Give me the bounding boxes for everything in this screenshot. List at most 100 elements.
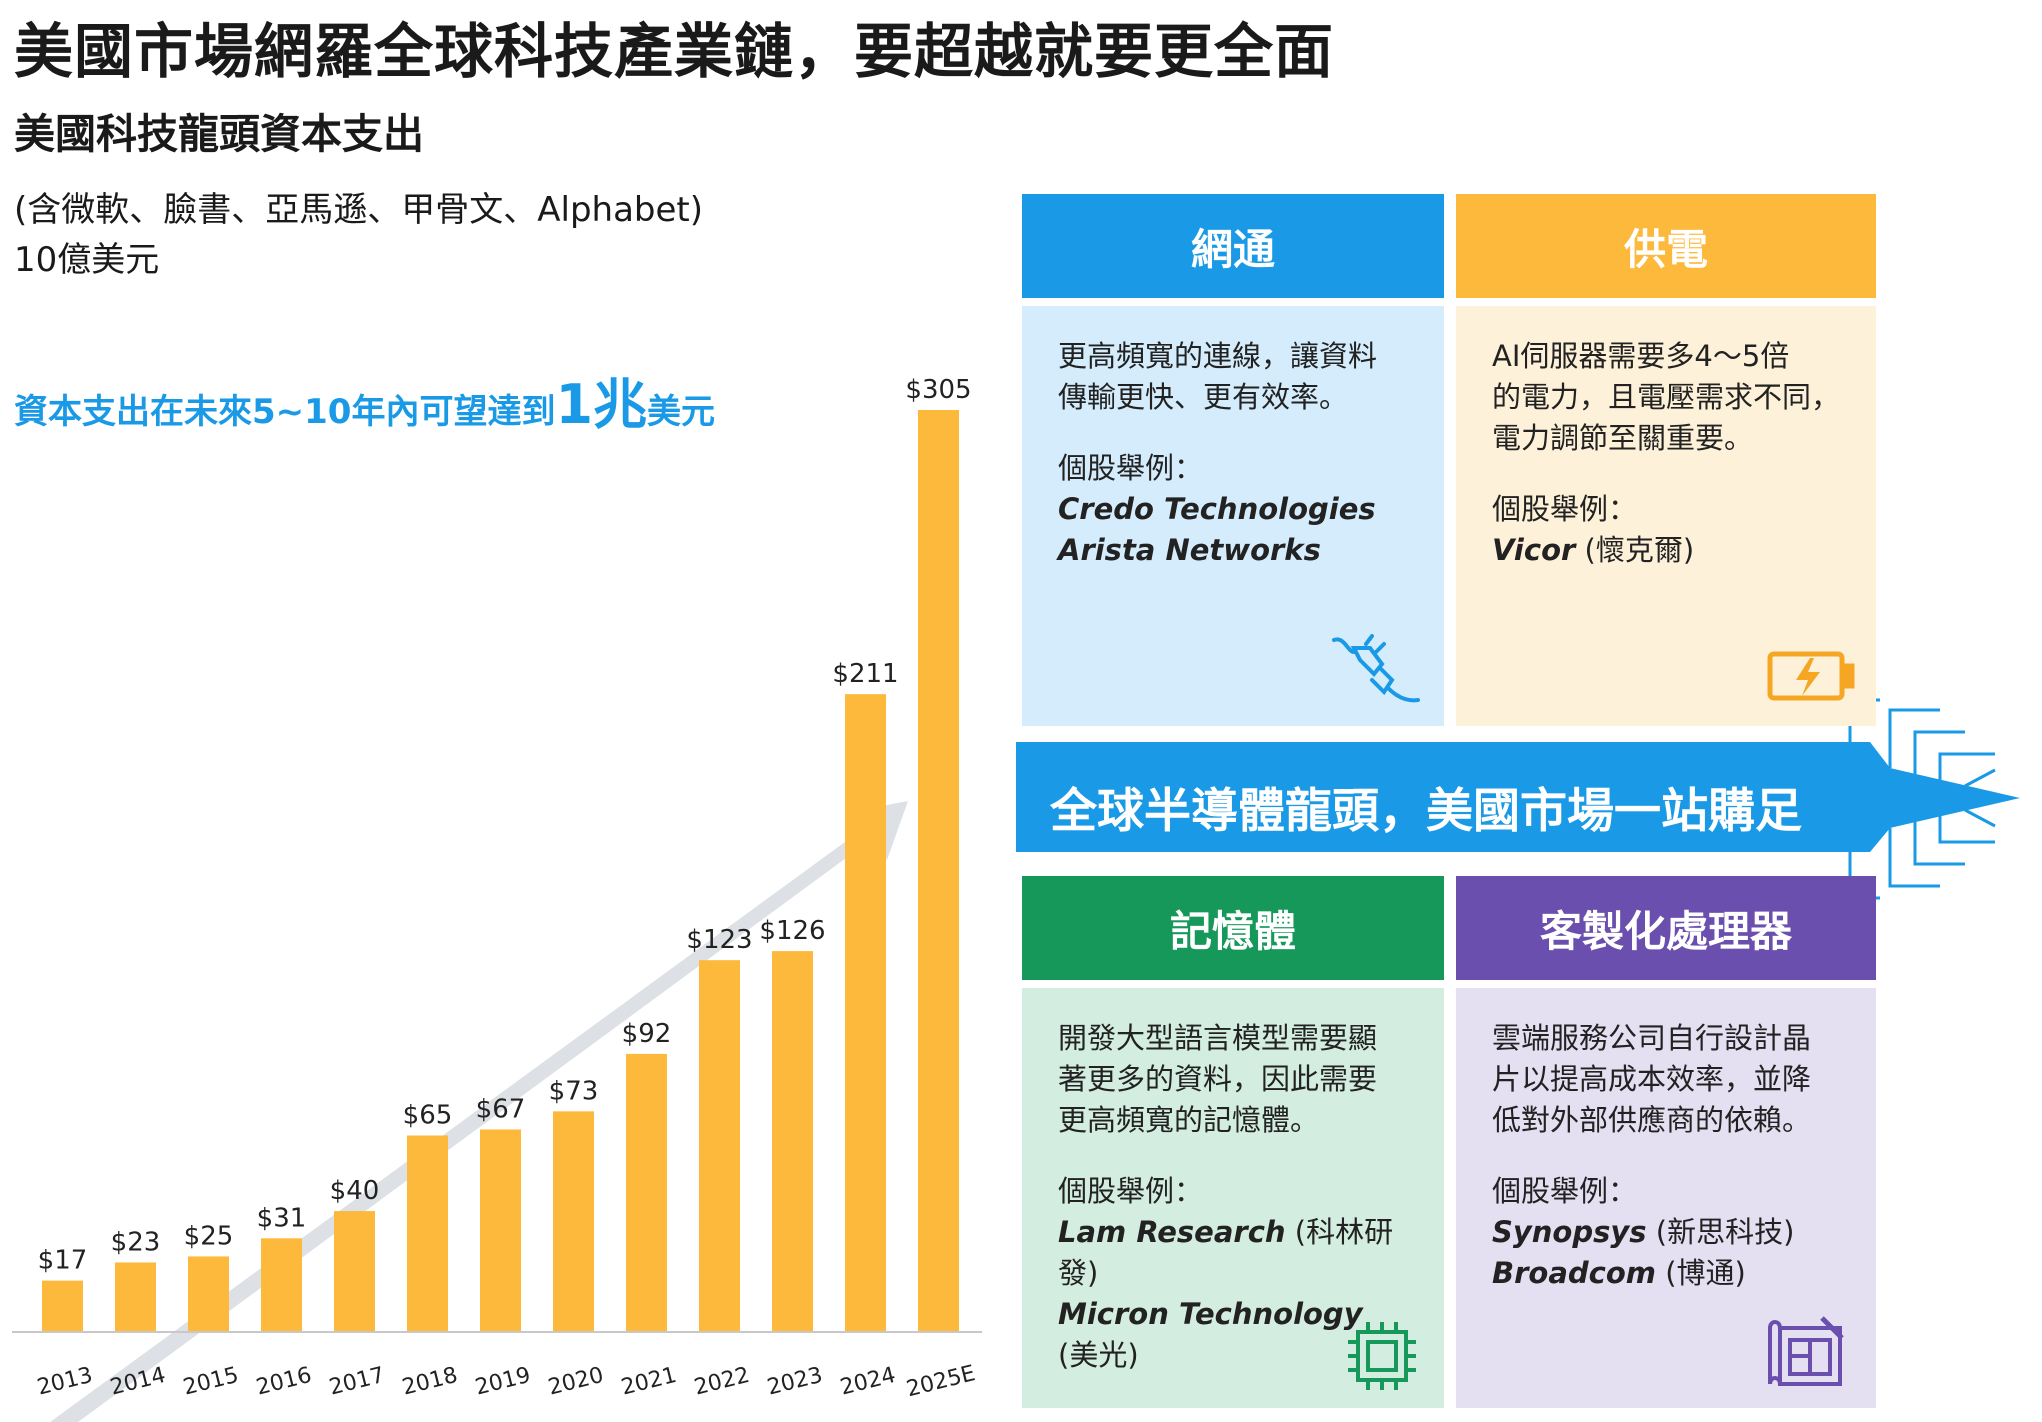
panel-description: 開發大型語言模型需要顯 著更多的資料，因此需要 更高頻寬的記憶體。 xyxy=(1058,1021,1378,1137)
page-title: 美國市場網羅全球科技產業鏈，要超越就要更全面 xyxy=(14,17,1335,86)
value-label-2024: $211 xyxy=(832,659,898,689)
panel-header-networking: 網通 xyxy=(1022,194,1444,298)
bar-2015 xyxy=(188,1256,229,1332)
stock-name: Micron Technology xyxy=(1058,1297,1363,1331)
example-label: 個股舉例： xyxy=(1492,1174,1638,1208)
circuit-trace-0 xyxy=(1888,708,1940,768)
stock-item: Arista Networks xyxy=(1058,530,1408,571)
stock-item: Broadcom (博通) xyxy=(1492,1253,1840,1294)
capex-callout: 資本支出在未來5~10年內可望達到1兆美元 xyxy=(14,360,715,439)
value-label-2022: $123 xyxy=(686,925,752,955)
example-label: 個股舉例： xyxy=(1058,1174,1204,1208)
callout-highlight: 1兆 xyxy=(555,373,648,436)
x-tick-label-2017: 2017 xyxy=(327,1363,387,1401)
circuit-trace-7 xyxy=(1964,808,1996,828)
bar-2017 xyxy=(334,1211,375,1332)
circuit-trace-1 xyxy=(1913,730,1965,774)
bar-2018 xyxy=(407,1135,448,1332)
value-label-2013: $17 xyxy=(38,1246,88,1276)
panel-body-custom-processor: 雲端服務公司自行設計晶 片以提高成本效率，並降 低對外部供應商的依賴。個股舉例：… xyxy=(1456,988,1876,1408)
value-label-2023: $126 xyxy=(759,916,825,946)
panel-body-power: AI伺服器需要多4～5倍 的電力，且電壓需求不同， 電力調節至關重要。個股舉例：… xyxy=(1456,306,1876,726)
value-label-2025E: $305 xyxy=(905,375,971,405)
value-label-2021: $92 xyxy=(622,1019,672,1049)
banner-arrow-shape xyxy=(1016,742,2020,852)
example-label: 個股舉例： xyxy=(1058,451,1204,485)
bar-2013 xyxy=(42,1280,83,1332)
callout-text: 資本支出在未來5~10年內可望達到 xyxy=(14,392,556,432)
x-tick-label-2019: 2019 xyxy=(473,1363,533,1401)
value-label-2018: $65 xyxy=(403,1101,453,1131)
value-label-2017: $40 xyxy=(330,1176,380,1206)
bar-2021 xyxy=(626,1053,667,1332)
bar-2022 xyxy=(699,960,740,1332)
stock-chinese-name: (科林研發) xyxy=(1058,1215,1394,1290)
banner-arrow xyxy=(1016,698,2020,900)
value-label-2015: $25 xyxy=(184,1221,234,1251)
stock-name: Synopsys xyxy=(1492,1215,1647,1249)
bar-2024 xyxy=(845,694,886,1332)
blueprint-design-icon xyxy=(1766,1312,1850,1396)
panel-header-memory: 記憶體 xyxy=(1022,876,1444,980)
panel-body-memory: 開發大型語言模型需要顯 著更多的資料，因此需要 更高頻寬的記憶體。個股舉例： La… xyxy=(1022,988,1444,1408)
x-tick-label-group: 2013 2014 2015 2016 2017 2018 2019 2020 2021 2022… xyxy=(35,1361,978,1402)
companies-note: (含微軟、臉書、亞馬遜、甲骨文、Alphabet) xyxy=(14,190,704,230)
x-tick-label-2015: 2015 xyxy=(181,1363,241,1401)
stock-chinese-name: (新思科技) xyxy=(1646,1215,1795,1249)
bar-2014 xyxy=(115,1262,156,1332)
stock-item: Synopsys (新思科技) xyxy=(1492,1212,1840,1253)
panel-header-power: 供電 xyxy=(1456,194,1876,298)
callout-suffix: 美元 xyxy=(647,392,716,432)
bar-2020 xyxy=(553,1111,594,1332)
panel-header-custom-processor: 客製化處理器 xyxy=(1456,876,1876,980)
stock-item: Lam Research (科林研發) xyxy=(1058,1212,1408,1294)
stock-name: Vicor xyxy=(1492,533,1576,567)
bar-2019 xyxy=(480,1129,521,1332)
stock-name: Broadcom xyxy=(1492,1256,1656,1290)
value-label-2020: $73 xyxy=(549,1076,599,1106)
stock-name: Credo Technologies xyxy=(1058,492,1376,526)
x-tick-label-2025E: 2025E xyxy=(904,1361,978,1402)
stock-item: Credo Technologies xyxy=(1058,489,1408,530)
plug-connection-icon xyxy=(1330,630,1422,714)
stock-item: Micron Technology (美光) xyxy=(1058,1294,1408,1376)
x-tick-label-2024: 2024 xyxy=(838,1363,898,1401)
x-tick-label-2013: 2013 xyxy=(35,1363,95,1401)
x-tick-label-2020: 2020 xyxy=(546,1363,606,1401)
bar-2023 xyxy=(772,951,813,1332)
circuit-trace-4 xyxy=(1888,828,1940,888)
bar-2025E xyxy=(918,410,959,1332)
battery-charging-icon xyxy=(1766,646,1856,710)
value-label-group: $17 $23 $25 $31 $40 $65 $67 $73 $92 $123 $126 $211 $… xyxy=(38,375,972,1276)
x-tick-label-2014: 2014 xyxy=(108,1363,168,1401)
stock-chinese-name: (美光) xyxy=(1058,1338,1139,1372)
panel-description: AI伺服器需要多4～5倍 的電力，且電壓需求不同， 電力調節至關重要。 xyxy=(1492,339,1841,455)
value-label-2019: $67 xyxy=(476,1094,526,1124)
example-label: 個股舉例： xyxy=(1492,492,1638,526)
panel-description: 雲端服務公司自行設計晶 片以提高成本效率，並降 低對外部供應商的依賴。 xyxy=(1492,1021,1812,1137)
stock-item: Vicor (懷克爾) xyxy=(1492,530,1840,571)
circuit-trace-3 xyxy=(1964,768,1996,788)
value-label-2016: $31 xyxy=(257,1203,307,1233)
circuit-trace-5 xyxy=(1913,822,1965,866)
unit-label: 10億美元 xyxy=(14,240,160,280)
stock-name: Lam Research xyxy=(1058,1215,1286,1249)
circuit-trace-2 xyxy=(1938,752,1995,780)
stock-chinese-name: (懷克爾) xyxy=(1575,533,1695,567)
bar-2016 xyxy=(261,1238,302,1332)
stock-name: Arista Networks xyxy=(1058,533,1321,567)
banner-text: 全球半導體龍頭，美國市場一站購足 xyxy=(1050,784,1802,839)
x-tick-label-2022: 2022 xyxy=(692,1363,752,1401)
value-label-2014: $23 xyxy=(111,1227,161,1257)
x-tick-label-2023: 2023 xyxy=(765,1363,825,1401)
chip-icon xyxy=(1344,1318,1420,1398)
chart-title: 美國科技龍頭資本支出 xyxy=(14,110,424,158)
x-tick-label-2018: 2018 xyxy=(400,1363,460,1401)
x-tick-label-2016: 2016 xyxy=(254,1363,314,1401)
x-tick-label-2021: 2021 xyxy=(619,1363,679,1401)
bar-group xyxy=(42,410,959,1332)
circuit-trace-6 xyxy=(1938,816,1995,844)
panel-description: 更高頻寬的連線，讓資料 傳輸更快、更有效率。 xyxy=(1058,339,1378,414)
stock-chinese-name: (博通) xyxy=(1656,1256,1746,1290)
capex-bar-chart: $17 $23 $25 $31 $40 $65 $67 $73 $92 $123 $126 $211 $… xyxy=(12,375,982,1422)
